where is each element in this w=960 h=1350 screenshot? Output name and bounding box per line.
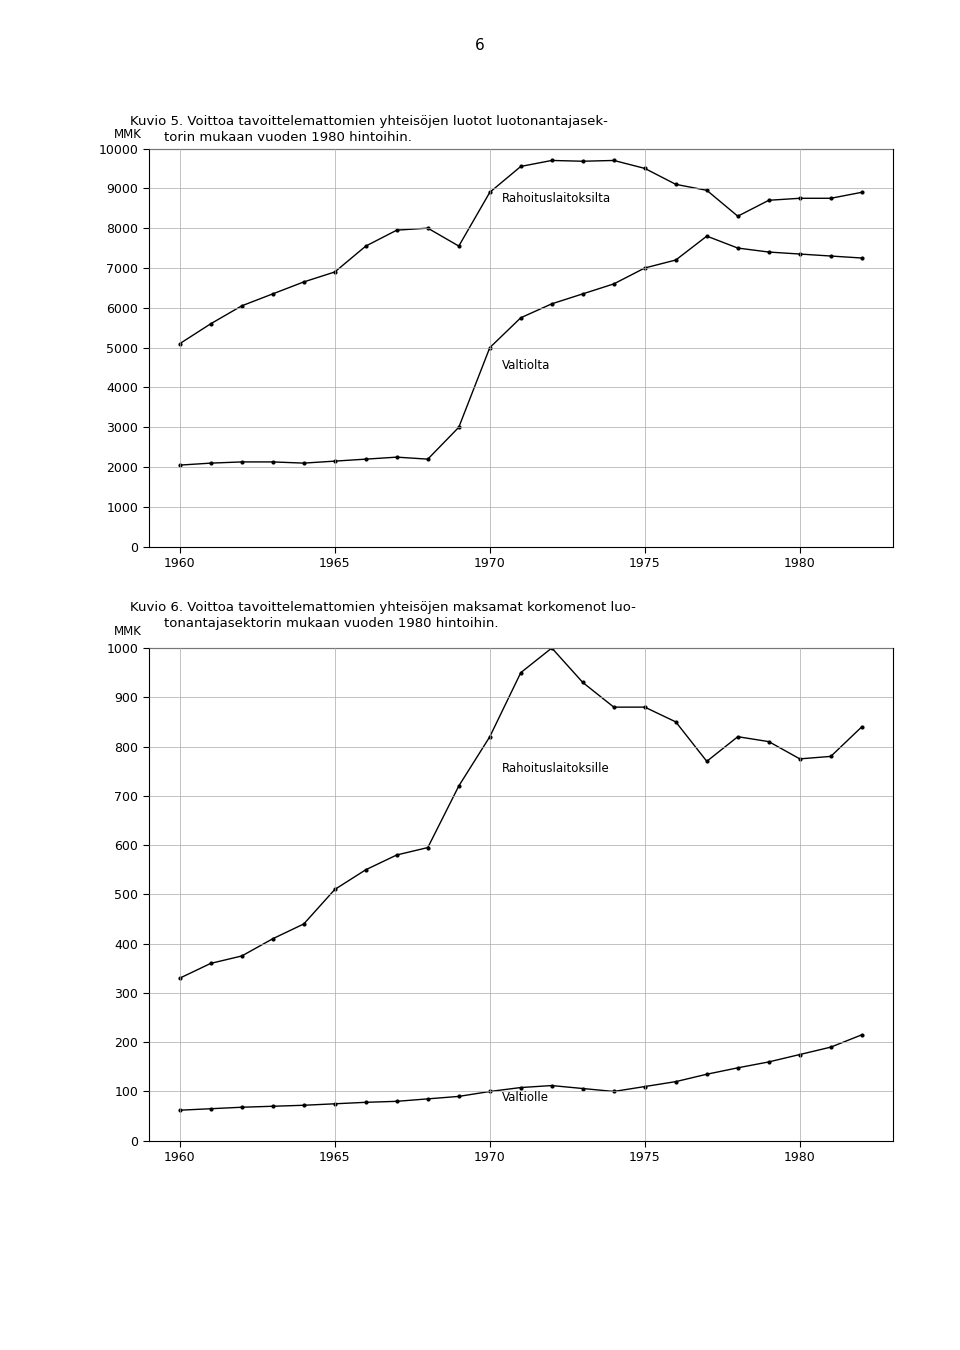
Text: Rahoituslaitoksilta: Rahoituslaitoksilta [502,192,612,205]
Text: 6: 6 [475,38,485,53]
Text: MMK: MMK [113,625,141,639]
Text: Valtiolta: Valtiolta [502,359,551,373]
Text: Kuvio 6. Voittoa tavoittelemattomien yhteisöjen maksamat korkomenot luo-: Kuvio 6. Voittoa tavoittelemattomien yht… [130,601,636,614]
Text: tonantajasektorin mukaan vuoden 1980 hintoihin.: tonantajasektorin mukaan vuoden 1980 hin… [130,617,498,630]
Text: torin mukaan vuoden 1980 hintoihin.: torin mukaan vuoden 1980 hintoihin. [130,131,412,144]
Text: Kuvio 5. Voittoa tavoittelemattomien yhteisöjen luotot luotonantajasek-: Kuvio 5. Voittoa tavoittelemattomien yht… [130,115,608,128]
Text: Valtiolle: Valtiolle [502,1091,549,1104]
Text: MMK: MMK [113,127,141,140]
Text: Rahoituslaitoksille: Rahoituslaitoksille [502,763,610,775]
